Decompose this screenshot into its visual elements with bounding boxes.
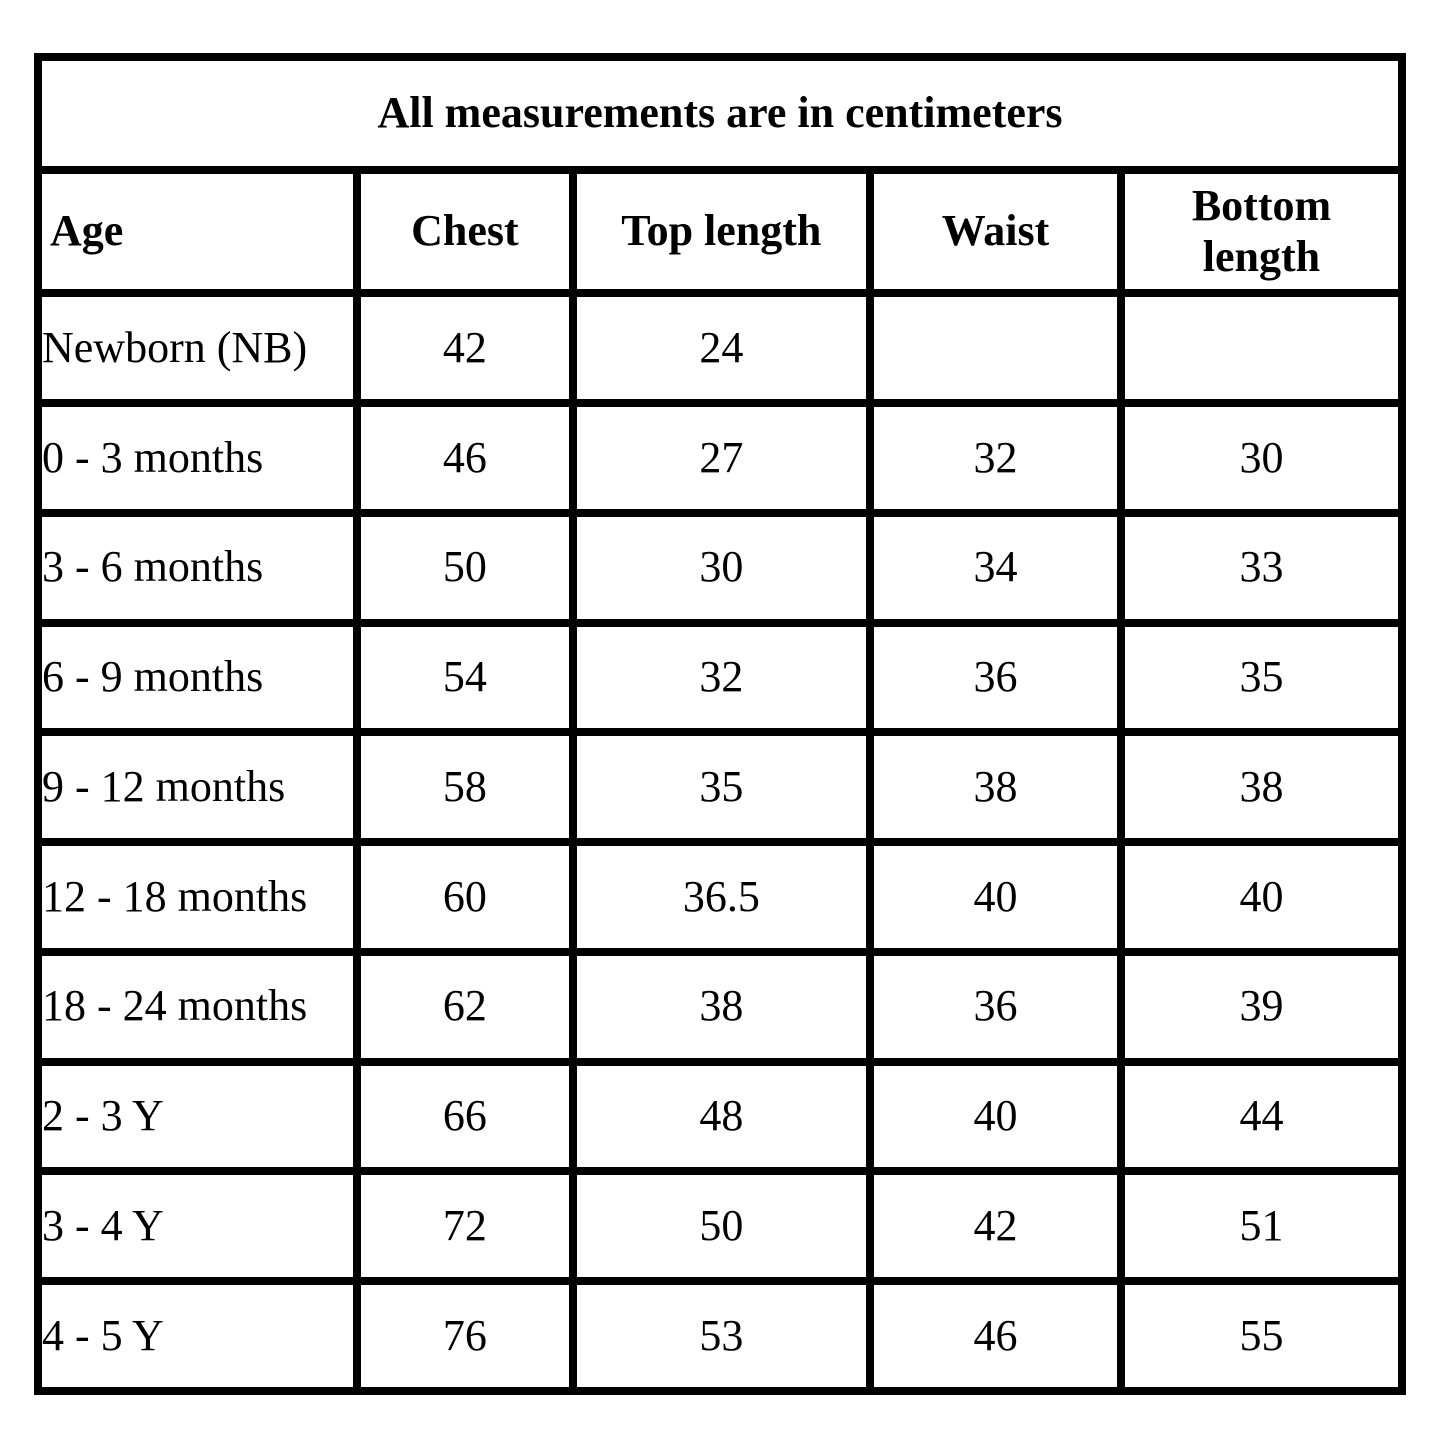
column-header-age: Age [33,165,362,298]
table-row-12-18-months: 12 - 18 months 60 36.5 40 40 [33,838,1407,956]
age-cell: 3 - 4 Y [33,1167,362,1286]
top-length-cell: 48 [568,1057,875,1176]
bottom-length-cell: 51 [1116,1167,1407,1286]
table-row-3-6-months: 3 - 6 months 50 30 34 33 [33,508,1407,627]
bottom-length-cell: 55 [1116,1277,1407,1395]
waist-cell: 36 [866,947,1125,1066]
waist-cell [866,289,1125,408]
waist-cell: 38 [866,728,1125,847]
table-row-0-3-months: 0 - 3 months 46 27 32 30 [33,399,1407,517]
table-row-2-3-y: 2 - 3 Y 66 48 40 44 [33,1057,1407,1176]
chest-cell: 60 [353,838,577,956]
header-row: Age Chest Top length Waist Bottom length [33,165,1407,298]
bottom-length-cell [1116,289,1407,408]
waist-cell: 36 [866,618,1125,737]
size-chart-table: All measurements are in centimeters Age … [33,53,1407,1395]
age-cell: 3 - 6 months [33,508,362,627]
bottom-length-cell: 35 [1116,618,1407,737]
top-length-cell: 38 [568,947,875,1066]
age-cell: 9 - 12 months [33,728,362,847]
column-header-bottom-length: Bottom length [1116,165,1407,298]
bottom-length-cell: 39 [1116,947,1407,1066]
bottom-length-cell: 33 [1116,508,1407,627]
waist-cell: 32 [866,399,1125,517]
chest-cell: 72 [353,1167,577,1286]
table-title-text: All measurements are in centimeters [377,88,1063,138]
bottom-length-cell: 44 [1116,1057,1407,1176]
table-row-9-12-months: 9 - 12 months 58 35 38 38 [33,728,1407,847]
chest-cell: 66 [353,1057,577,1176]
age-cell: 0 - 3 months [33,399,362,517]
waist-cell: 46 [866,1277,1125,1395]
top-length-cell: 27 [568,399,875,517]
chest-cell: 42 [353,289,577,408]
top-length-cell: 30 [568,508,875,627]
chest-cell: 50 [353,508,577,627]
chest-cell: 62 [353,947,577,1066]
table-row-18-24-months: 18 - 24 months 62 38 36 39 [33,947,1407,1066]
top-length-cell: 24 [568,289,875,408]
top-length-cell: 53 [568,1277,875,1395]
bottom-length-cell: 40 [1116,838,1407,956]
waist-cell: 40 [866,1057,1125,1176]
chest-cell: 54 [353,618,577,737]
column-header-waist: Waist [866,165,1125,298]
top-length-cell: 36.5 [568,838,875,956]
age-cell: 12 - 18 months [33,838,362,956]
bottom-length-cell: 30 [1116,399,1407,517]
age-cell: 4 - 5 Y [33,1277,362,1395]
waist-cell: 42 [866,1167,1125,1286]
top-length-cell: 50 [568,1167,875,1286]
column-header-chest: Chest [353,165,577,298]
bottom-length-cell: 38 [1116,728,1407,847]
column-header-top-length: Top length [568,165,875,298]
table-row-newborn: Newborn (NB) 42 24 [33,289,1407,408]
chest-cell: 46 [353,399,577,517]
chest-cell: 76 [353,1277,577,1395]
age-cell: 18 - 24 months [33,947,362,1066]
chest-cell: 58 [353,728,577,847]
waist-cell: 40 [866,838,1125,956]
table-row-4-5-y: 4 - 5 Y 76 53 46 55 [33,1277,1407,1395]
title-row: All measurements are in centimeters [34,53,1406,174]
age-cell: Newborn (NB) [33,289,362,408]
age-cell: 2 - 3 Y [33,1057,362,1176]
table-row-3-4-y: 3 - 4 Y 72 50 42 51 [33,1167,1407,1286]
top-length-cell: 35 [568,728,875,847]
table-row-6-9-months: 6 - 9 months 54 32 36 35 [33,618,1407,737]
top-length-cell: 32 [568,618,875,737]
waist-cell: 34 [866,508,1125,627]
age-cell: 6 - 9 months [33,618,362,737]
table-title: All measurements are in centimeters [34,53,1406,174]
